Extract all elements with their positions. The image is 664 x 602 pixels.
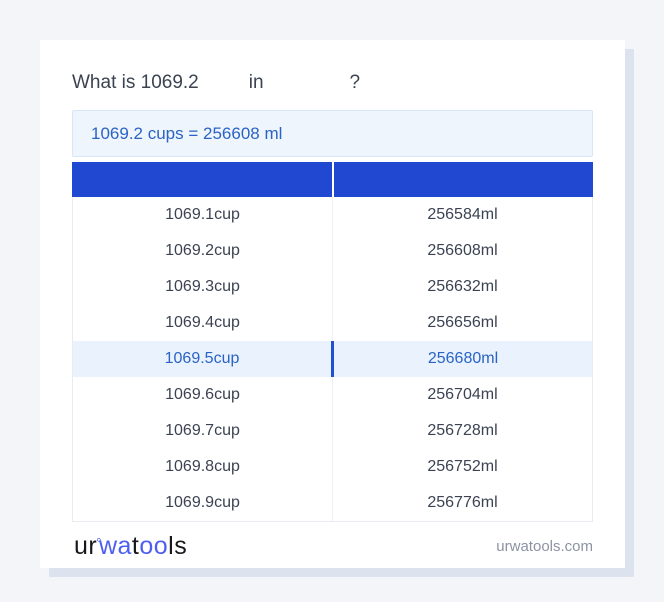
cup-cell[interactable]: 1069.5cup: [73, 341, 334, 377]
table-row[interactable]: 1069.2cup 256608ml: [73, 233, 592, 269]
ml-cell[interactable]: 256776ml: [427, 494, 498, 511]
ml-cell[interactable]: 256656ml: [427, 314, 498, 331]
title-prefix: What is 1069.2: [72, 72, 199, 93]
cup-cell[interactable]: 1069.2cup: [73, 233, 333, 269]
conversion-result-text: 1069.2 cups = 256608 ml: [91, 123, 283, 143]
degree-mark-icon: °: [96, 535, 102, 550]
ml-cell[interactable]: 256680ml: [427, 350, 499, 367]
table-row[interactable]: 1069.1cup 256584ml: [73, 197, 592, 233]
cup-cell[interactable]: 1069.4cup: [73, 305, 333, 341]
logo[interactable]: ur°watools: [74, 531, 187, 561]
ml-cell[interactable]: 256752ml: [427, 458, 498, 475]
table-row[interactable]: 1069.9cup 256776ml: [73, 485, 592, 521]
table-row-highlighted[interactable]: 1069.5cup 256680ml: [73, 341, 592, 377]
title-connector: in: [248, 72, 264, 93]
cup-cell[interactable]: 1069.7cup: [73, 413, 333, 449]
table-header: [72, 162, 593, 197]
table-row[interactable]: 1069.3cup 256632ml: [73, 269, 592, 305]
logo-text-dark: ur: [74, 532, 98, 560]
cup-cell[interactable]: 1069.9cup: [73, 485, 333, 521]
logo-text-dark: t: [131, 532, 140, 560]
conversion-result-box: 1069.2 cups = 256608 ml: [72, 110, 593, 157]
site-domain: urwatools.com: [496, 537, 593, 555]
logo-text-dark: ls: [168, 532, 188, 560]
question-title: What is 1069.2 in?: [72, 70, 593, 96]
table-header-cup: [72, 162, 334, 197]
cup-cell[interactable]: 1069.3cup: [73, 269, 333, 305]
ml-cell[interactable]: 256632ml: [427, 278, 498, 295]
ml-cell[interactable]: 256608ml: [427, 242, 498, 259]
logo-oo-glasses-icon: oo: [139, 532, 169, 560]
table-row[interactable]: 1069.6cup 256704ml: [73, 377, 592, 413]
card-footer: ur°watools urwatools.com: [72, 522, 593, 561]
title-question-mark: ?: [349, 72, 361, 93]
ml-cell[interactable]: 256584ml: [427, 206, 498, 223]
table-body: 1069.1cup 256584ml 1069.2cup 256608ml 10…: [72, 197, 593, 522]
conversion-table: 1069.1cup 256584ml 1069.2cup 256608ml 10…: [72, 162, 593, 522]
logo-text-blue: wa: [98, 532, 132, 560]
table-header-ml: [334, 162, 594, 197]
cup-cell[interactable]: 1069.1cup: [73, 197, 333, 233]
table-row[interactable]: 1069.7cup 256728ml: [73, 413, 592, 449]
table-row[interactable]: 1069.4cup 256656ml: [73, 305, 592, 341]
ml-cell[interactable]: 256728ml: [427, 422, 498, 439]
ml-cell[interactable]: 256704ml: [427, 386, 498, 403]
table-row[interactable]: 1069.8cup 256752ml: [73, 449, 592, 485]
converter-card: What is 1069.2 in? 1069.2 cups = 256608 m…: [40, 40, 625, 568]
cup-cell[interactable]: 1069.6cup: [73, 377, 333, 413]
cup-cell[interactable]: 1069.8cup: [73, 449, 333, 485]
